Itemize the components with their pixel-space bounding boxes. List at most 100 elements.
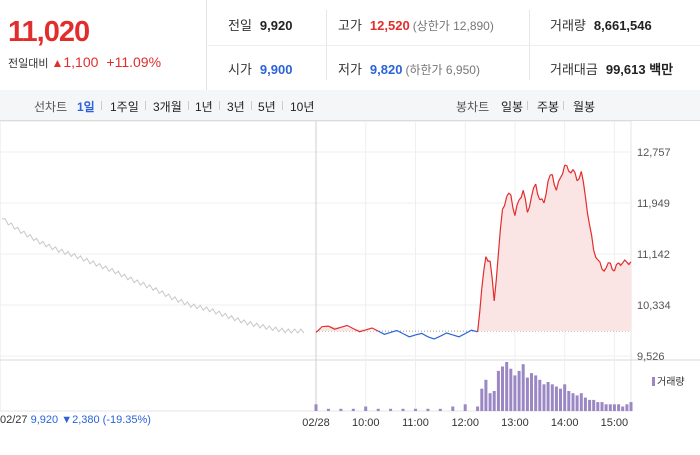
price-line-segment <box>481 256 487 289</box>
volume-bar <box>389 408 393 411</box>
price-line-segment <box>530 183 537 197</box>
tab-5-years[interactable]: 5년 <box>258 100 276 114</box>
volume-bar <box>509 368 513 411</box>
price-line-segment <box>535 183 541 201</box>
price-line-segment <box>572 169 578 182</box>
price-line-segment <box>402 333 416 338</box>
volume-bar <box>517 370 521 411</box>
y-tick-label: 10,334 <box>637 300 671 312</box>
volume-value: 8,661,546 <box>593 18 652 33</box>
chart-period-tabs: 선차트 1일 1주일 3개월 1년 3년 5년 10년 봉차트 일봉 주봉 월봉 <box>0 90 700 121</box>
volume-bar <box>496 370 500 411</box>
current-price: 11,020 <box>8 16 90 48</box>
price-line-segment <box>353 328 366 333</box>
y-tick-label: 9,526 <box>637 351 665 363</box>
volume-bar <box>314 404 318 411</box>
price-line-segment <box>501 196 508 210</box>
x-tick-label: 14:00 <box>551 417 579 429</box>
tab-1-day[interactable]: 1일 <box>77 100 95 114</box>
price-line-segment <box>605 262 611 269</box>
x-tick-label: 13:00 <box>501 417 529 429</box>
volume-bar <box>538 379 542 411</box>
change-percent: +11.09% <box>106 54 162 70</box>
divider <box>188 101 189 110</box>
up-area-fill <box>316 165 631 332</box>
volume-bar <box>451 406 455 411</box>
price-line-segment <box>315 325 329 333</box>
volume-bar <box>546 382 550 411</box>
price-line-segment <box>510 194 516 216</box>
price-line-segment <box>601 267 607 273</box>
volume-bar <box>621 406 625 411</box>
quote-summary: 11,020 전일대비 ▲1,100 +11.09% 전일 9,920 고가 12,52… <box>0 0 700 91</box>
price-change: 전일대비 ▲1,100 +11.09% <box>8 54 161 71</box>
volume-bar <box>530 373 533 411</box>
prev-day-price: 9,920 <box>30 414 59 426</box>
volume-bar <box>525 377 529 411</box>
tab-1-year[interactable]: 1년 <box>195 100 213 114</box>
x-tick-label: 10:00 <box>352 417 380 429</box>
price-chart[interactable]: 12,757 11,949 11,142 10,334 9,526 02/28 10:00 1… <box>0 120 700 450</box>
prev-day-line <box>1 218 305 334</box>
price-line-segment <box>390 329 404 335</box>
volume-bar <box>339 408 343 411</box>
volume-bar <box>608 404 612 411</box>
volume-swatch-icon <box>652 377 655 386</box>
tab-1-week[interactable]: 1주일 <box>110 100 139 114</box>
volume-bar <box>376 408 380 411</box>
price-line-segment <box>618 262 624 267</box>
tab-monthly-candle[interactable]: 월봉 <box>573 100 596 114</box>
tab-daily-candle[interactable]: 일봉 <box>501 100 524 114</box>
price-line-segment <box>543 180 549 204</box>
divider <box>563 101 564 110</box>
volume-bar <box>401 408 405 411</box>
volume-bar <box>604 404 608 411</box>
prev-day-change: 2,380 <box>72 414 100 426</box>
price-line-segment <box>613 262 619 272</box>
divider <box>101 101 102 110</box>
price-line-segment <box>593 250 599 261</box>
volume-stat: 거래량 8,661,546 <box>550 18 652 33</box>
price-line-segment <box>477 288 483 332</box>
price-line-segment <box>328 325 342 330</box>
divider <box>282 101 283 110</box>
candle-chart-label: 봉차트 <box>456 100 490 114</box>
price-line-segment <box>522 190 528 213</box>
volume-bar <box>480 388 484 411</box>
volume-bar <box>534 375 538 411</box>
divider <box>251 101 252 110</box>
volume-bar <box>629 402 633 411</box>
amount-stat: 거래대금 99,613 백만 <box>550 62 674 77</box>
high-value: 12,520 <box>369 18 410 33</box>
volume-bar <box>563 384 567 411</box>
price-line-segment <box>622 259 628 264</box>
price-line-segment <box>584 196 591 226</box>
volume-bar <box>550 384 554 411</box>
prev-day-date: 02/27 <box>0 414 28 426</box>
volume-bar <box>463 404 467 411</box>
open-stat: 시가 9,900 <box>228 62 293 77</box>
up-arrow-icon: ▲ <box>51 56 64 70</box>
tab-weekly-candle[interactable]: 주봉 <box>537 100 560 114</box>
volume-bar <box>326 408 330 411</box>
price-line-segment <box>464 329 478 335</box>
volume-bar <box>596 402 600 411</box>
prev-close-value: 9,920 <box>259 18 293 33</box>
change-label: 전일대비 <box>8 58 49 70</box>
volume-bar <box>501 366 504 411</box>
volume-bar <box>592 399 596 411</box>
price-line-segment <box>568 169 574 174</box>
tab-3-months[interactable]: 3개월 <box>153 100 182 114</box>
tab-10-years[interactable]: 10년 <box>290 100 315 114</box>
low-stat: 저가 9,820 (하한가 6,950) <box>338 62 480 77</box>
low-value: 9,820 <box>369 62 403 77</box>
tab-3-years[interactable]: 3년 <box>227 100 245 114</box>
price-line-segment <box>597 259 603 270</box>
volume-bar <box>554 386 558 411</box>
prev-day-percent: (-19.35%) <box>102 414 151 426</box>
volume-bar <box>567 391 571 411</box>
price-line-segment <box>526 196 533 213</box>
high-stat: 고가 12,520 (상한가 12,890) <box>338 18 494 33</box>
volume-bar <box>505 362 509 411</box>
price-line-segment <box>539 198 545 204</box>
